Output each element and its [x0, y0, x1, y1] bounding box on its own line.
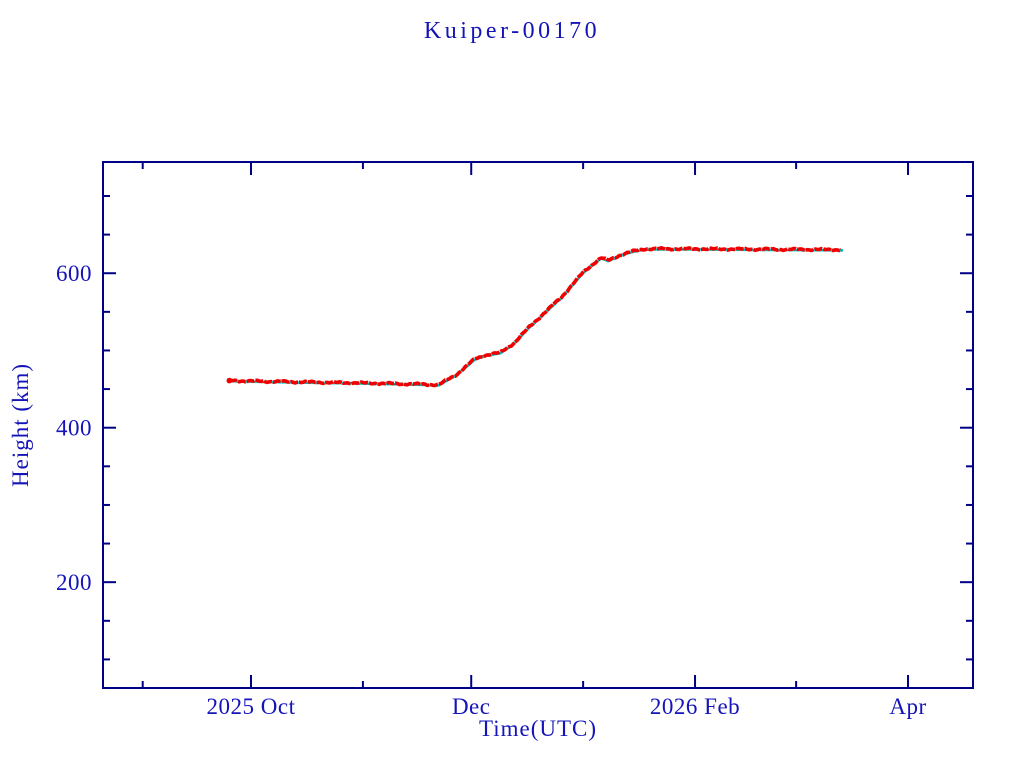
- y-tick-label: 400: [56, 416, 92, 441]
- y-tick-label: 200: [56, 570, 92, 595]
- x-tick-label: 2025 Oct: [207, 694, 296, 719]
- x-tick-label: 2026 Feb: [650, 694, 740, 719]
- chart-title: Kuiper-00170: [423, 18, 601, 44]
- plot-box: [102, 161, 974, 689]
- y-tick-label: 600: [56, 261, 92, 286]
- series-line-measured-track: [228, 246, 842, 388]
- x-tick-label: Apr: [889, 694, 926, 719]
- x-axis-title: Time(UTC): [478, 716, 598, 741]
- series-start-marker: [226, 377, 233, 384]
- series-line-predicted-underlay: [229, 248, 844, 387]
- x-tick-label: Dec: [452, 694, 491, 719]
